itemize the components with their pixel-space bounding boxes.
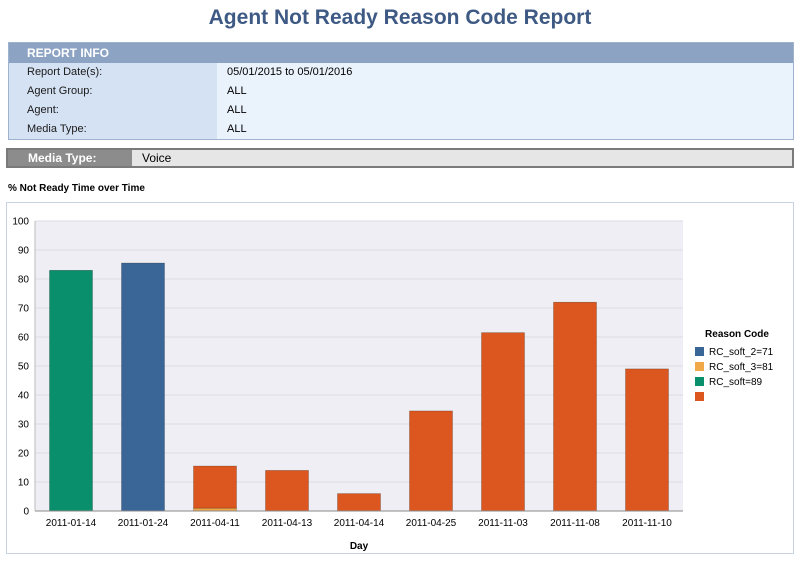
bar-2011-11-08-series-3 — [553, 301, 597, 512]
legend-title: Reason Code — [705, 329, 769, 340]
legend-entry: RC_soft_2=71 — [709, 347, 774, 358]
legend-entry: RC_soft=89 — [709, 377, 763, 388]
x-tick-label: 2011-04-13 — [262, 518, 313, 529]
media-type-bar: Media Type: Voice — [6, 148, 794, 168]
bar-2011-01-14-series-2 — [49, 270, 93, 512]
legend-swatch — [695, 362, 704, 371]
x-axis-label: Day — [350, 541, 369, 552]
info-value: ALL — [217, 82, 793, 101]
legend-swatch — [695, 347, 704, 356]
y-tick-label: 60 — [18, 333, 30, 344]
x-tick-label: 2011-11-03 — [478, 518, 528, 529]
info-label: Media Type: — [9, 120, 217, 139]
y-tick-label: 70 — [18, 304, 30, 315]
info-row-agent: Agent: ALL — [9, 101, 793, 120]
y-tick-label: 10 — [18, 478, 30, 489]
bar-2011-11-03-series-3 — [481, 332, 525, 512]
bar-2011-01-24-series-0 — [121, 262, 165, 512]
x-tick-label: 2011-11-08 — [550, 518, 600, 529]
info-label: Report Date(s): — [9, 63, 217, 82]
info-value: ALL — [217, 120, 793, 139]
info-row-agent-group: Agent Group: ALL — [9, 82, 793, 101]
legend-swatch — [695, 392, 704, 401]
report-title: Agent Not Ready Reason Code Report — [208, 6, 592, 29]
x-tick-label: 2011-11-10 — [622, 518, 672, 529]
y-tick-label: 90 — [18, 246, 30, 257]
media-type-value: Voice — [132, 150, 792, 166]
bar-2011-11-10-series-3 — [625, 368, 669, 512]
report-info-panel: REPORT INFO Report Date(s): 05/01/2015 t… — [8, 42, 794, 140]
bar-2011-04-14-series-3 — [337, 493, 381, 512]
legend-swatch — [695, 377, 704, 386]
info-label: Agent Group: — [9, 82, 217, 101]
info-value: 05/01/2015 to 05/01/2016 — [217, 63, 793, 82]
bar-chart: 0 10 20 30 40 50 60 70 80 90 100 2011-01-14 2011-01-… — [12, 217, 774, 553]
y-tick-label: 50 — [18, 362, 30, 373]
y-tick-label: 80 — [18, 275, 30, 286]
info-row-report-dates: Report Date(s): 05/01/2015 to 05/01/2016 — [9, 63, 793, 82]
info-row-media-type: Media Type: ALL — [9, 120, 793, 139]
x-tick-label: 2011-04-11 — [190, 518, 240, 529]
y-tick-label: 20 — [18, 449, 30, 460]
x-tick-label: 2011-01-14 — [46, 518, 97, 529]
bar-2011-04-11-series-3 — [193, 465, 237, 509]
media-type-label: Media Type: — [8, 150, 132, 166]
bar-2011-04-25-series-3 — [409, 410, 453, 512]
bar-2011-04-13-series-3 — [265, 470, 309, 512]
y-tick-label: 100 — [12, 217, 29, 228]
chart-container: 0 10 20 30 40 50 60 70 80 90 100 2011-01-14 2011-01-… — [6, 202, 794, 554]
report-info-header: REPORT INFO — [9, 43, 793, 63]
info-label: Agent: — [9, 101, 217, 120]
y-tick-label: 0 — [23, 507, 29, 518]
chart-title: % Not Ready Time over Time — [8, 183, 145, 194]
x-tick-label: 2011-04-25 — [406, 518, 457, 529]
x-tick-label: 2011-04-14 — [334, 518, 385, 529]
legend-entry: RC_soft_3=81 — [709, 362, 774, 373]
info-value: ALL — [217, 101, 793, 120]
x-tick-label: 2011-01-24 — [118, 518, 169, 529]
y-tick-label: 40 — [18, 391, 30, 402]
y-tick-label: 30 — [18, 420, 30, 431]
